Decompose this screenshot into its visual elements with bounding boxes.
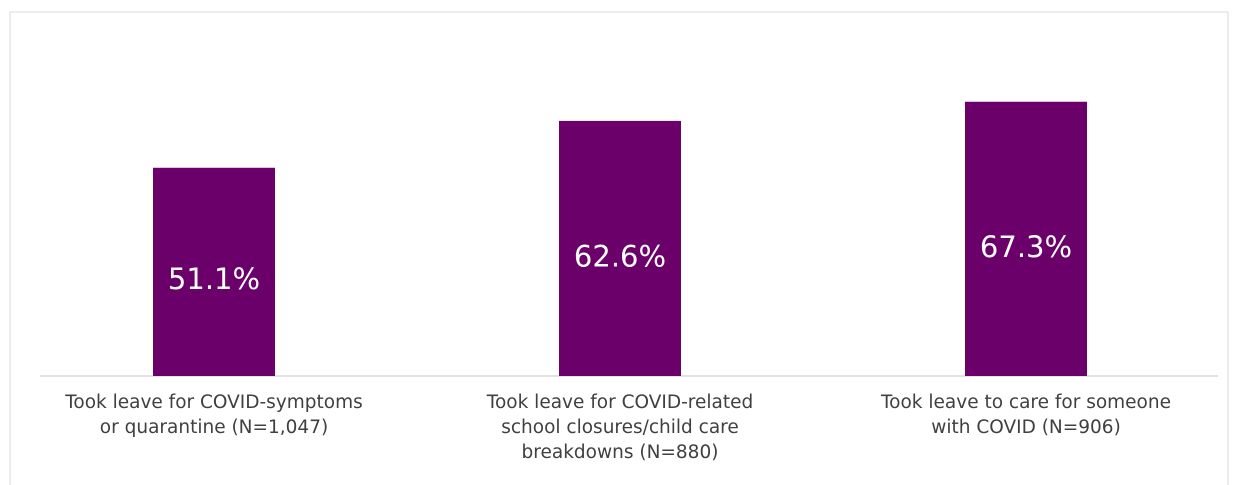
bar-value-label: 62.6% (574, 239, 666, 273)
category-label-line: Took leave to care for someone (880, 392, 1171, 413)
category-label: Took leave to care for someone with COVID… (880, 392, 1171, 438)
category-label: Took leave for COVID-related school closu… (486, 392, 753, 463)
category-label-line: school closures/child care (501, 417, 739, 438)
category-label-line: or quarantine (N=1,047) (100, 417, 328, 438)
category-label-line: Took leave for COVID-symptoms (64, 392, 363, 413)
bar (559, 120, 681, 376)
bar-value-label: 51.1% (168, 262, 260, 296)
bar (153, 167, 275, 376)
category-label-line: breakdowns (N=880) (522, 442, 719, 463)
category-labels: Took leave for COVID-symptoms or quaranti… (64, 392, 1171, 463)
bar (965, 101, 1087, 376)
value-labels: 51.1% 62.6% 67.3% (168, 230, 1072, 296)
bar-value-label: 67.3% (980, 230, 1072, 264)
category-label: Took leave for COVID-symptoms or quaranti… (64, 392, 363, 438)
category-label-line: with COVID (N=906) (931, 417, 1121, 438)
category-label-line: Took leave for COVID-related (486, 392, 753, 413)
bars (153, 101, 1087, 376)
